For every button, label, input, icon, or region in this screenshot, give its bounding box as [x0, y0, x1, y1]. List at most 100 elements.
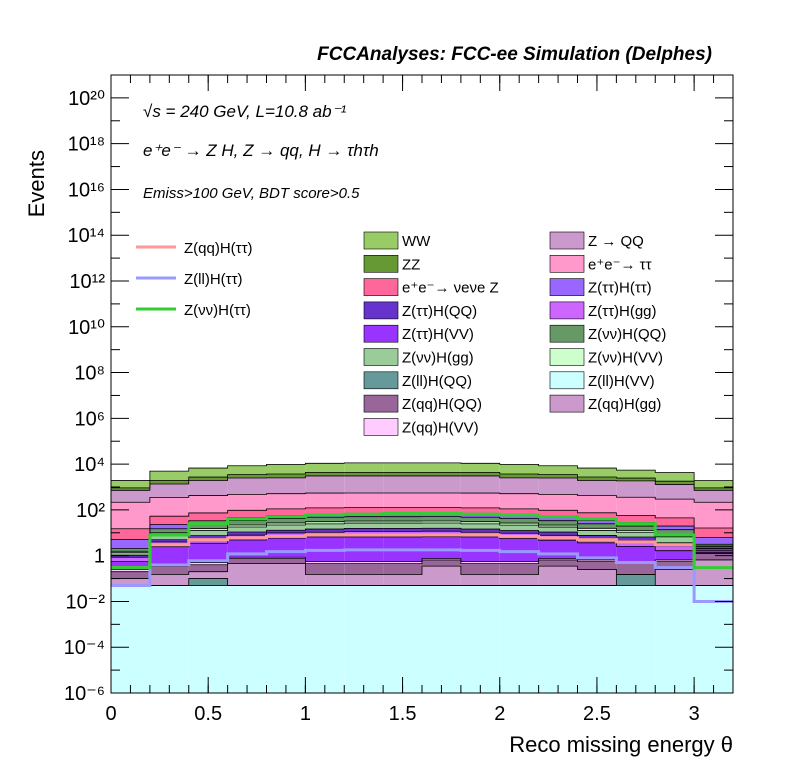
legend-label-z-ll-h-qq: Z(ll)H(QQ) [402, 373, 472, 390]
bar-z-ll-h-vv [266, 585, 306, 693]
bar-z-h-qq [538, 532, 578, 536]
bar-z-qq-h-gg [694, 559, 733, 586]
bar-zz [422, 472, 461, 476]
bar-z-ll-h-vv [149, 585, 189, 693]
bar-e-e-e-e-z [422, 507, 461, 515]
bar-z-qq [694, 490, 733, 503]
bar-z-qq-h-qq [422, 559, 461, 567]
bar-ww [460, 463, 500, 473]
bar-z-h-qq [149, 528, 189, 533]
bar-z-ll-h-vv [499, 585, 539, 693]
stack-outline [111, 462, 733, 481]
y-tick-label: 10⁻² [66, 591, 106, 613]
bar-z-qq [655, 484, 695, 500]
line-z-h [111, 511, 733, 570]
bar-ww [577, 468, 617, 478]
bar-zz [266, 473, 306, 478]
bar-e-e [188, 495, 228, 513]
bar-e-e-e-e-z [538, 510, 578, 518]
y-tick-label: 10¹⁰ [68, 317, 105, 339]
bar-z-h-vv [616, 546, 656, 562]
bar-z-h-qq [422, 516, 461, 521]
bar-z-h-qq [383, 528, 422, 532]
bar-e-e [227, 494, 267, 511]
legend-swatch-z-h-vv [363, 324, 399, 343]
bar-z-ll-h-vv [111, 585, 150, 693]
bar-z-ll-h-vv [616, 585, 656, 693]
bar-z-qq-h-vv [227, 557, 267, 559]
bar-z-qq-h-gg [422, 566, 461, 586]
bar-z-qq-h-qq [616, 563, 656, 575]
bar-z-qq [422, 475, 461, 494]
y-tick-label: 1 [94, 546, 105, 568]
bar-z-h-vv [460, 521, 500, 524]
bar-e-e-e-e-z [188, 512, 228, 521]
bar-z-qq-h-vv [538, 558, 578, 560]
bar-z-qq-h-gg [538, 566, 578, 586]
bar-z-h-gg [460, 523, 500, 530]
bar-e-e-e-e-z [266, 508, 306, 516]
bar-z-qq-h-gg [111, 578, 150, 586]
legend-swatch-z-h-vv [549, 348, 585, 366]
bar-z-qq-h-vv [266, 557, 306, 559]
x-tick-label: 2.5 [583, 703, 611, 725]
legend-swatch-z-qq-h-vv [363, 418, 399, 436]
signal-lines [111, 511, 733, 603]
bar-z-qq-h-qq [694, 553, 733, 560]
bar-z-h-qq [577, 523, 617, 529]
bar-zz [694, 487, 733, 491]
legend-swatch-z-h-qq [363, 301, 399, 320]
bar-z-h [538, 517, 578, 521]
legend-swatch-z-h-qq [549, 324, 585, 343]
bar-z-qq-h-gg [227, 563, 267, 586]
bar-ww [422, 462, 461, 473]
bar-z-h [149, 524, 189, 529]
x-tick-label: 1.5 [389, 703, 417, 725]
bar-z-qq-h-gg [577, 569, 617, 586]
legend-label-z-ll-h-vv: Z(ll)H(VV) [588, 373, 655, 390]
bar-z-qq [538, 477, 578, 495]
bar-e-e [538, 494, 578, 511]
stack-z-h-qq [111, 516, 733, 552]
legend-swatch-e-e-e-e-z [363, 278, 399, 296]
legend-swatch-ww [363, 231, 399, 250]
bar-z-h-gg [538, 527, 578, 533]
bar-z-h-qq [111, 555, 150, 558]
bar-z-h-qq [616, 536, 656, 541]
bar-z-h-qq [577, 535, 617, 539]
bar-z-qq-h-qq [655, 561, 695, 570]
bar-z-qq-h-vv [383, 561, 422, 564]
y-tick-label: 10¹⁸ [68, 134, 105, 156]
bar-z-h-gg [616, 540, 656, 547]
bar-ww [538, 465, 578, 475]
bar-z-h-qq [383, 516, 422, 522]
bar-z-qq-h-vv [577, 559, 617, 562]
bar-zz [460, 472, 500, 476]
bar-z-qq-h-gg [188, 571, 228, 579]
bar-z-ll-h-vv [577, 585, 617, 693]
bar-z-h [694, 537, 733, 545]
annotation-selection: Emiss>100 GeV, BDT score>0.5 [143, 185, 360, 202]
bar-z-qq-h-vv [460, 561, 500, 564]
stack-outline [111, 527, 733, 556]
bar-z-ll-h-vv [460, 585, 500, 693]
bar-z-qq-h-gg [149, 574, 189, 586]
stack-z-ll-h-vv [111, 585, 733, 693]
bar-z-h [499, 515, 539, 519]
bar-z-h-vv [577, 542, 617, 560]
legend-label-z-h-vv: Z(νν)H(VV) [588, 350, 663, 367]
legend-label-z-qq-h-qq: Z(qq)H(QQ) [402, 396, 482, 413]
bar-z-qq [188, 480, 228, 496]
bar-z-h-gg [111, 552, 150, 556]
bar-z-h-qq [694, 544, 733, 546]
bar-e-e-e-e-z [499, 508, 539, 516]
bar-z-h-gg [344, 523, 384, 529]
bar-z-h-gg [227, 527, 267, 532]
bar-z-h-vv [422, 536, 461, 559]
y-tick-label: 10¹² [69, 271, 105, 293]
bar-e-e [460, 493, 500, 508]
bar-z-qq-h-qq [577, 561, 617, 570]
stack-outline [111, 471, 733, 489]
bar-e-e-e-e-z [227, 510, 267, 518]
bar-e-e [422, 493, 461, 508]
